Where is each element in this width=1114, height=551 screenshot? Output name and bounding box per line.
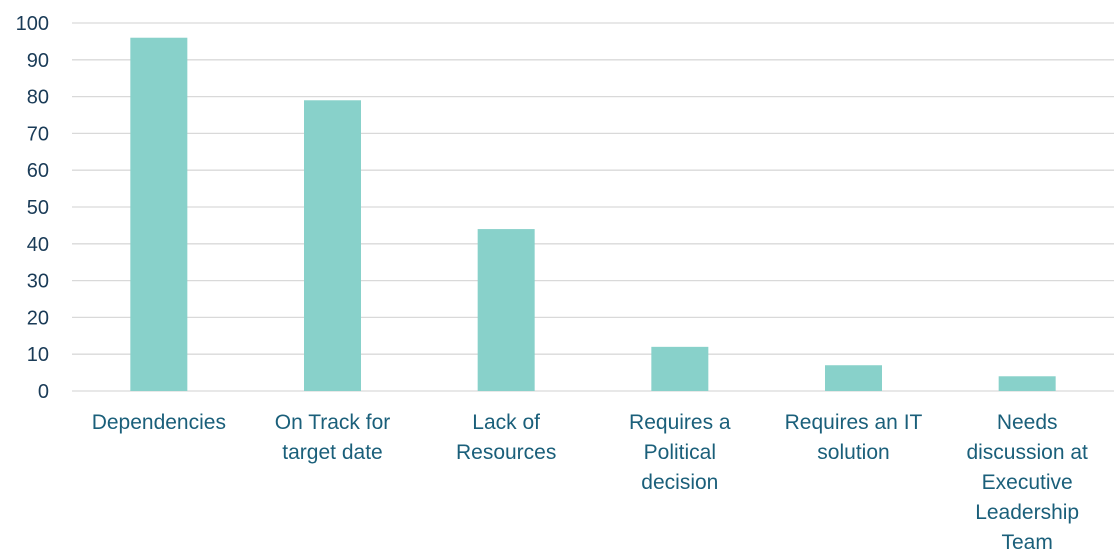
y-tick-label: 20: [27, 307, 49, 329]
x-axis: Dependencies On Track for target date Lack …: [92, 411, 1088, 551]
bar: [477, 229, 535, 391]
x-category-label: Political: [644, 441, 716, 464]
x-category-label: decision: [641, 471, 718, 494]
x-category-label: Dependencies: [92, 411, 226, 434]
x-category-label: Leadership: [975, 501, 1079, 524]
x-category-label: Lack of: [472, 411, 540, 434]
x-category-label: target date: [282, 441, 382, 464]
gridlines: [72, 22, 1114, 392]
y-tick-label: 0: [38, 381, 49, 403]
y-tick-label: 60: [27, 160, 49, 182]
x-category-label: solution: [817, 441, 889, 464]
bar: [130, 37, 188, 391]
y-tick-label: 80: [27, 87, 49, 109]
y-tick-label: 70: [27, 123, 49, 145]
x-category-label: discussion at: [966, 441, 1088, 464]
y-tick-label: 40: [27, 234, 49, 256]
x-category-label: Needs: [997, 411, 1058, 434]
y-tick-label: 30: [27, 271, 49, 293]
x-category-label: Team: [1001, 531, 1052, 551]
bar: [651, 346, 709, 391]
x-category-label: Resources: [456, 441, 556, 464]
bar: [825, 365, 882, 391]
x-category-label: Requires a: [629, 411, 731, 434]
y-tick-label: 100: [16, 13, 49, 35]
x-category-label: Requires an IT: [785, 411, 923, 434]
y-tick-label: 10: [27, 344, 49, 366]
y-tick-label: 90: [27, 50, 49, 72]
bar: [998, 376, 1056, 391]
bars: [130, 37, 1056, 391]
y-tick-label: 50: [27, 197, 49, 219]
x-category-label: Executive: [982, 471, 1073, 494]
bar: [304, 100, 361, 391]
x-category-label: On Track for: [275, 411, 391, 434]
y-axis: 0 10 20 30 40 50 60 70 80 90 100: [16, 13, 49, 403]
